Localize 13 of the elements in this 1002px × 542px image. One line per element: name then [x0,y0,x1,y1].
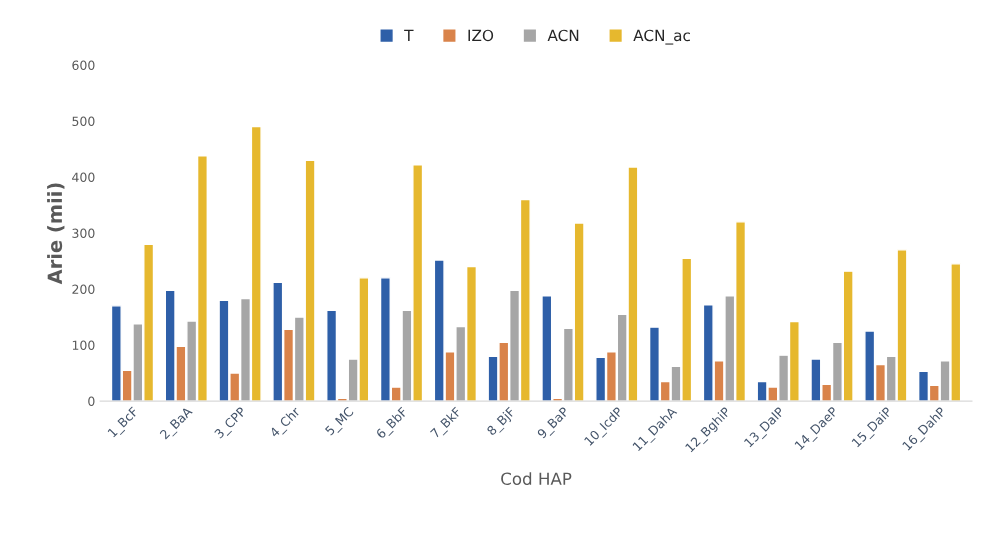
x-axis-title: Cod HAP [501,472,572,486]
y-axis-title: Arie (mii) [47,183,65,285]
y-tick-label: 600 [72,60,95,70]
y-tick-label: 200 [72,284,95,294]
y-tick-label: 500 [72,116,95,126]
y-tick-label: 400 [72,172,95,182]
y-tick-label: 0 [88,396,95,407]
legend-label: ACN [547,29,579,42]
legend-label: T [404,29,414,41]
legend-label: ACN_ac [633,29,690,45]
y-tick-label: 100 [72,340,95,350]
y-tick-label: 300 [72,228,95,238]
legend-label: IZO [468,29,494,42]
